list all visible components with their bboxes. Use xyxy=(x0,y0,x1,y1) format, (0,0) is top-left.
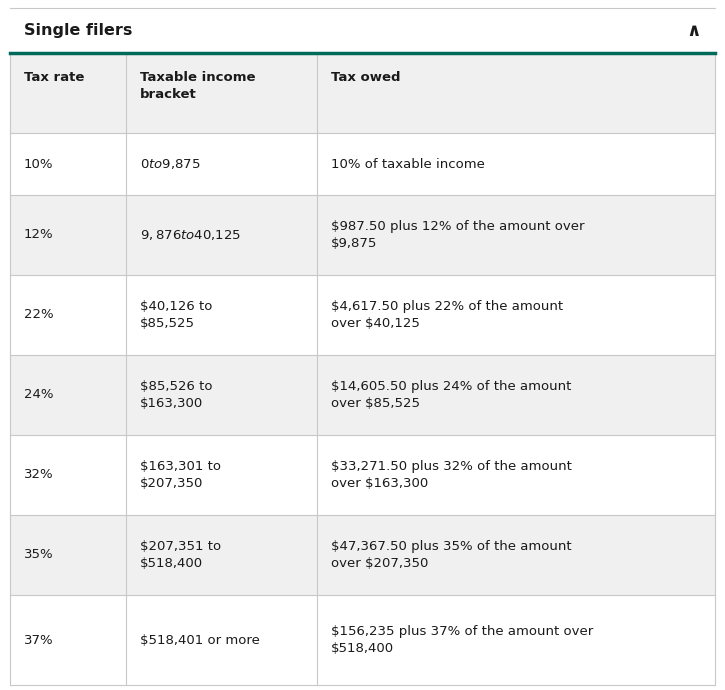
Text: $156,235 plus 37% of the amount over
$518,400: $156,235 plus 37% of the amount over $51… xyxy=(331,624,593,656)
Text: 10% of taxable income: 10% of taxable income xyxy=(331,157,484,170)
Text: $518,401 or more: $518,401 or more xyxy=(141,633,260,647)
Bar xyxy=(10,595,715,685)
Text: 10%: 10% xyxy=(24,157,54,170)
Text: 32%: 32% xyxy=(24,469,54,482)
Text: $4,617.50 plus 22% of the amount
over $40,125: $4,617.50 plus 22% of the amount over $4… xyxy=(331,299,563,331)
Text: $33,271.50 plus 32% of the amount
over $163,300: $33,271.50 plus 32% of the amount over $… xyxy=(331,460,571,491)
Text: 24%: 24% xyxy=(24,388,54,402)
Text: ∧: ∧ xyxy=(687,21,701,39)
Bar xyxy=(10,8,715,53)
Text: $0 to $9,875: $0 to $9,875 xyxy=(141,157,201,171)
Text: 12%: 12% xyxy=(24,228,54,242)
Bar xyxy=(10,355,715,435)
Bar xyxy=(10,53,715,133)
Bar xyxy=(10,275,715,355)
Bar xyxy=(10,515,715,595)
Text: $85,526 to
$163,300: $85,526 to $163,300 xyxy=(141,380,213,411)
Text: 35%: 35% xyxy=(24,549,54,562)
Text: $40,126 to
$85,525: $40,126 to $85,525 xyxy=(141,299,212,331)
Text: $207,351 to
$518,400: $207,351 to $518,400 xyxy=(141,540,221,570)
Text: Tax rate: Tax rate xyxy=(24,71,84,84)
Bar xyxy=(10,435,715,515)
Text: Single filers: Single filers xyxy=(24,23,133,38)
Text: 37%: 37% xyxy=(24,633,54,647)
Text: $14,605.50 plus 24% of the amount
over $85,525: $14,605.50 plus 24% of the amount over $… xyxy=(331,380,571,411)
Text: 22%: 22% xyxy=(24,308,54,322)
Bar xyxy=(10,195,715,275)
Text: Taxable income
bracket: Taxable income bracket xyxy=(141,71,256,101)
Text: $9,876 to $40,125: $9,876 to $40,125 xyxy=(141,228,241,242)
Text: $163,301 to
$207,350: $163,301 to $207,350 xyxy=(141,460,221,491)
Bar xyxy=(10,133,715,195)
Text: $987.50 plus 12% of the amount over
$9,875: $987.50 plus 12% of the amount over $9,8… xyxy=(331,219,584,250)
Text: Tax owed: Tax owed xyxy=(331,71,400,84)
Text: $47,367.50 plus 35% of the amount
over $207,350: $47,367.50 plus 35% of the amount over $… xyxy=(331,540,571,570)
